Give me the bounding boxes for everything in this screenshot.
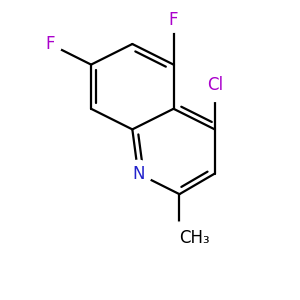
Text: Cl: Cl xyxy=(207,76,223,94)
Circle shape xyxy=(38,32,62,56)
Text: CH₃: CH₃ xyxy=(179,229,210,247)
Text: F: F xyxy=(169,11,178,29)
Circle shape xyxy=(163,222,196,254)
Circle shape xyxy=(199,69,231,101)
Text: F: F xyxy=(45,35,55,53)
Text: N: N xyxy=(132,165,145,183)
Circle shape xyxy=(125,160,152,187)
Circle shape xyxy=(162,9,185,32)
